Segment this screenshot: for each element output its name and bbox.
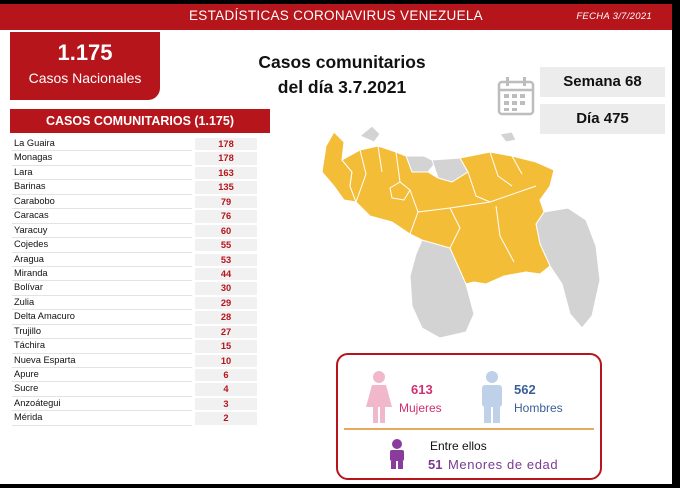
table-row: Caracas 76 [10,209,260,225]
state-cases: 6 [195,369,257,382]
minors-intro: Entre ellos [430,439,487,453]
state-name: Aragua [14,253,44,264]
women-count: 613 [411,382,433,397]
state-cases: 178 [195,152,257,165]
day-box: Día 475 [540,104,665,134]
state-cases: 2 [195,412,257,425]
headline-line-2: del día 3.7.2021 [277,77,407,97]
table-row: Táchira 15 [10,339,260,355]
state-name: Lara [14,166,33,177]
map-region-other [359,125,381,143]
minors-label: Menores de edad [448,457,559,472]
table-row: Lara 163 [10,166,260,181]
state-name: Miranda [14,267,48,278]
table-row: Delta Amacuro 28 [10,310,260,326]
table-row: Nueva Esparta 10 [10,354,260,369]
state-name: Bolívar [14,282,43,293]
state-name: Yaracuy [14,224,48,235]
table-row: Aragua 53 [10,253,260,268]
women-label: Mujeres [399,401,442,415]
venezuela-map [321,125,601,339]
table-row: Zulia 29 [10,296,260,311]
state-cases: 60 [195,224,257,238]
state-name: Apure [14,369,39,379]
state-cases: 79 [195,195,257,209]
state-cases: 55 [195,239,257,252]
state-cases-table: La Guaira 178 Monagas 178 Lara 163 Barinas 135 C… [10,137,260,427]
state-name: Barinas [14,181,46,192]
state-name: Sucre [14,383,39,394]
table-row: Trujillo 27 [10,325,260,340]
men-label: Hombres [514,401,563,415]
banner-title: ESTADÍSTICAS CORONAVIRUS VENEZUELA [188,8,483,23]
state-name: Delta Amacuro [14,311,75,322]
national-total-number: 1.175 [57,40,113,65]
table-row: Yaracuy 60 [10,224,260,239]
list-header: CASOS COMUNITARIOS (1.175) [10,109,270,133]
headline-line-1: Casos comunitarios [258,52,426,72]
state-name: Monagas [14,152,53,163]
state-cases: 10 [195,354,257,367]
state-name: Caracas [14,210,49,221]
table-row: Apure 6 [10,368,260,383]
headline: Casos comunitarios del día 3.7.2021 [218,50,466,100]
national-total-label: Casos Nacionales [28,70,142,86]
woman-icon [366,371,392,423]
map-region-affected [389,181,411,201]
state-cases: 53 [195,253,257,266]
map-region-affected [341,145,555,285]
table-row: La Guaira 178 [10,137,260,152]
men-count: 562 [514,382,536,397]
calendar-icon [497,77,535,116]
state-name: Táchira [14,340,46,351]
week-box: Semana 68 [540,67,665,97]
state-cases: 135 [195,181,257,194]
table-row: Anzoátegui 3 [10,397,260,412]
state-cases: 29 [195,296,257,310]
table-row: Miranda 44 [10,267,260,282]
man-icon [482,371,502,423]
state-cases: 3 [195,397,257,411]
state-cases: 28 [195,311,257,324]
divider [344,428,594,430]
state-name: Cojedes [14,239,49,250]
map-region-other [499,131,517,143]
table-row: Mérida 2 [10,411,260,427]
table-row: Monagas 178 [10,151,260,167]
state-cases: 178 [195,138,257,151]
state-cases: 30 [195,282,257,295]
national-total-box: 1.175 Casos Nacionales [10,32,160,100]
state-name: Carabobo [14,195,55,206]
state-name: La Guaira [14,138,55,148]
gender-breakdown-box: 613 Mujeres 562 Hombres Entre ellos 51 M… [336,353,602,480]
infographic-card: ESTADÍSTICAS CORONAVIRUS VENEZUELA FECHA… [0,4,672,484]
table-row: Barinas 135 [10,180,260,196]
state-cases: 44 [195,267,257,281]
table-row: Sucre 4 [10,382,260,398]
state-name: Nueva Esparta [14,354,76,365]
state-name: Mérida [14,412,43,423]
state-name: Trujillo [14,325,42,336]
state-name: Anzoátegui [14,397,61,408]
table-row: Carabobo 79 [10,195,260,210]
state-cases: 27 [195,325,257,339]
state-cases: 76 [195,210,257,223]
state-name: Zulia [14,296,35,307]
state-cases: 15 [195,340,257,353]
state-cases: 4 [195,383,257,396]
child-icon [390,439,404,469]
table-row: Cojedes 55 [10,238,260,253]
banner-date: FECHA 3/7/2021 [576,11,652,22]
minors-count: 51 [428,457,443,472]
title-banner: ESTADÍSTICAS CORONAVIRUS VENEZUELA FECHA… [0,4,672,30]
state-cases: 163 [195,166,257,180]
table-row: Bolívar 30 [10,281,260,297]
